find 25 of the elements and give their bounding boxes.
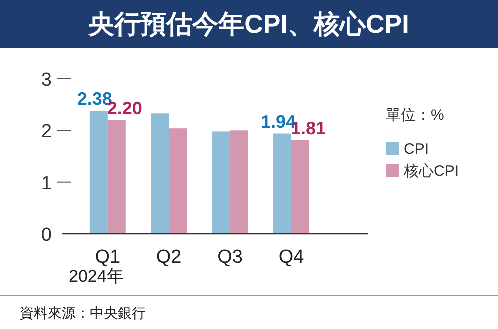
bar	[212, 132, 230, 234]
legend-label: CPI	[404, 141, 430, 158]
legend-label: 核心CPI	[403, 163, 460, 180]
y-tick-label: 1	[41, 173, 52, 194]
bar	[230, 130, 248, 234]
legend-title: 單位：%	[386, 107, 444, 124]
y-tick: 3	[41, 70, 72, 91]
bar	[151, 114, 170, 234]
chart-title: 央行預估今年CPI、核心CPI	[88, 9, 410, 39]
y-tick-label: 2	[41, 122, 52, 143]
x-tick-label: Q3	[218, 247, 243, 268]
y-tick-label: 3	[41, 70, 52, 91]
bar	[108, 120, 126, 234]
x-tick-label: Q1	[95, 247, 121, 268]
x-tick-label: Q2	[156, 247, 182, 268]
bar	[274, 134, 292, 234]
bar	[292, 140, 310, 234]
y-tick: 2	[41, 122, 72, 143]
y-tick: 0	[41, 225, 52, 246]
source-note: 資料來源：中央銀行	[20, 305, 146, 321]
bar	[90, 111, 108, 234]
y-tick: 1	[41, 173, 72, 194]
x-tick-label: Q4	[278, 247, 305, 268]
bar	[169, 128, 188, 234]
x-axis-title: 2024年	[69, 267, 124, 286]
